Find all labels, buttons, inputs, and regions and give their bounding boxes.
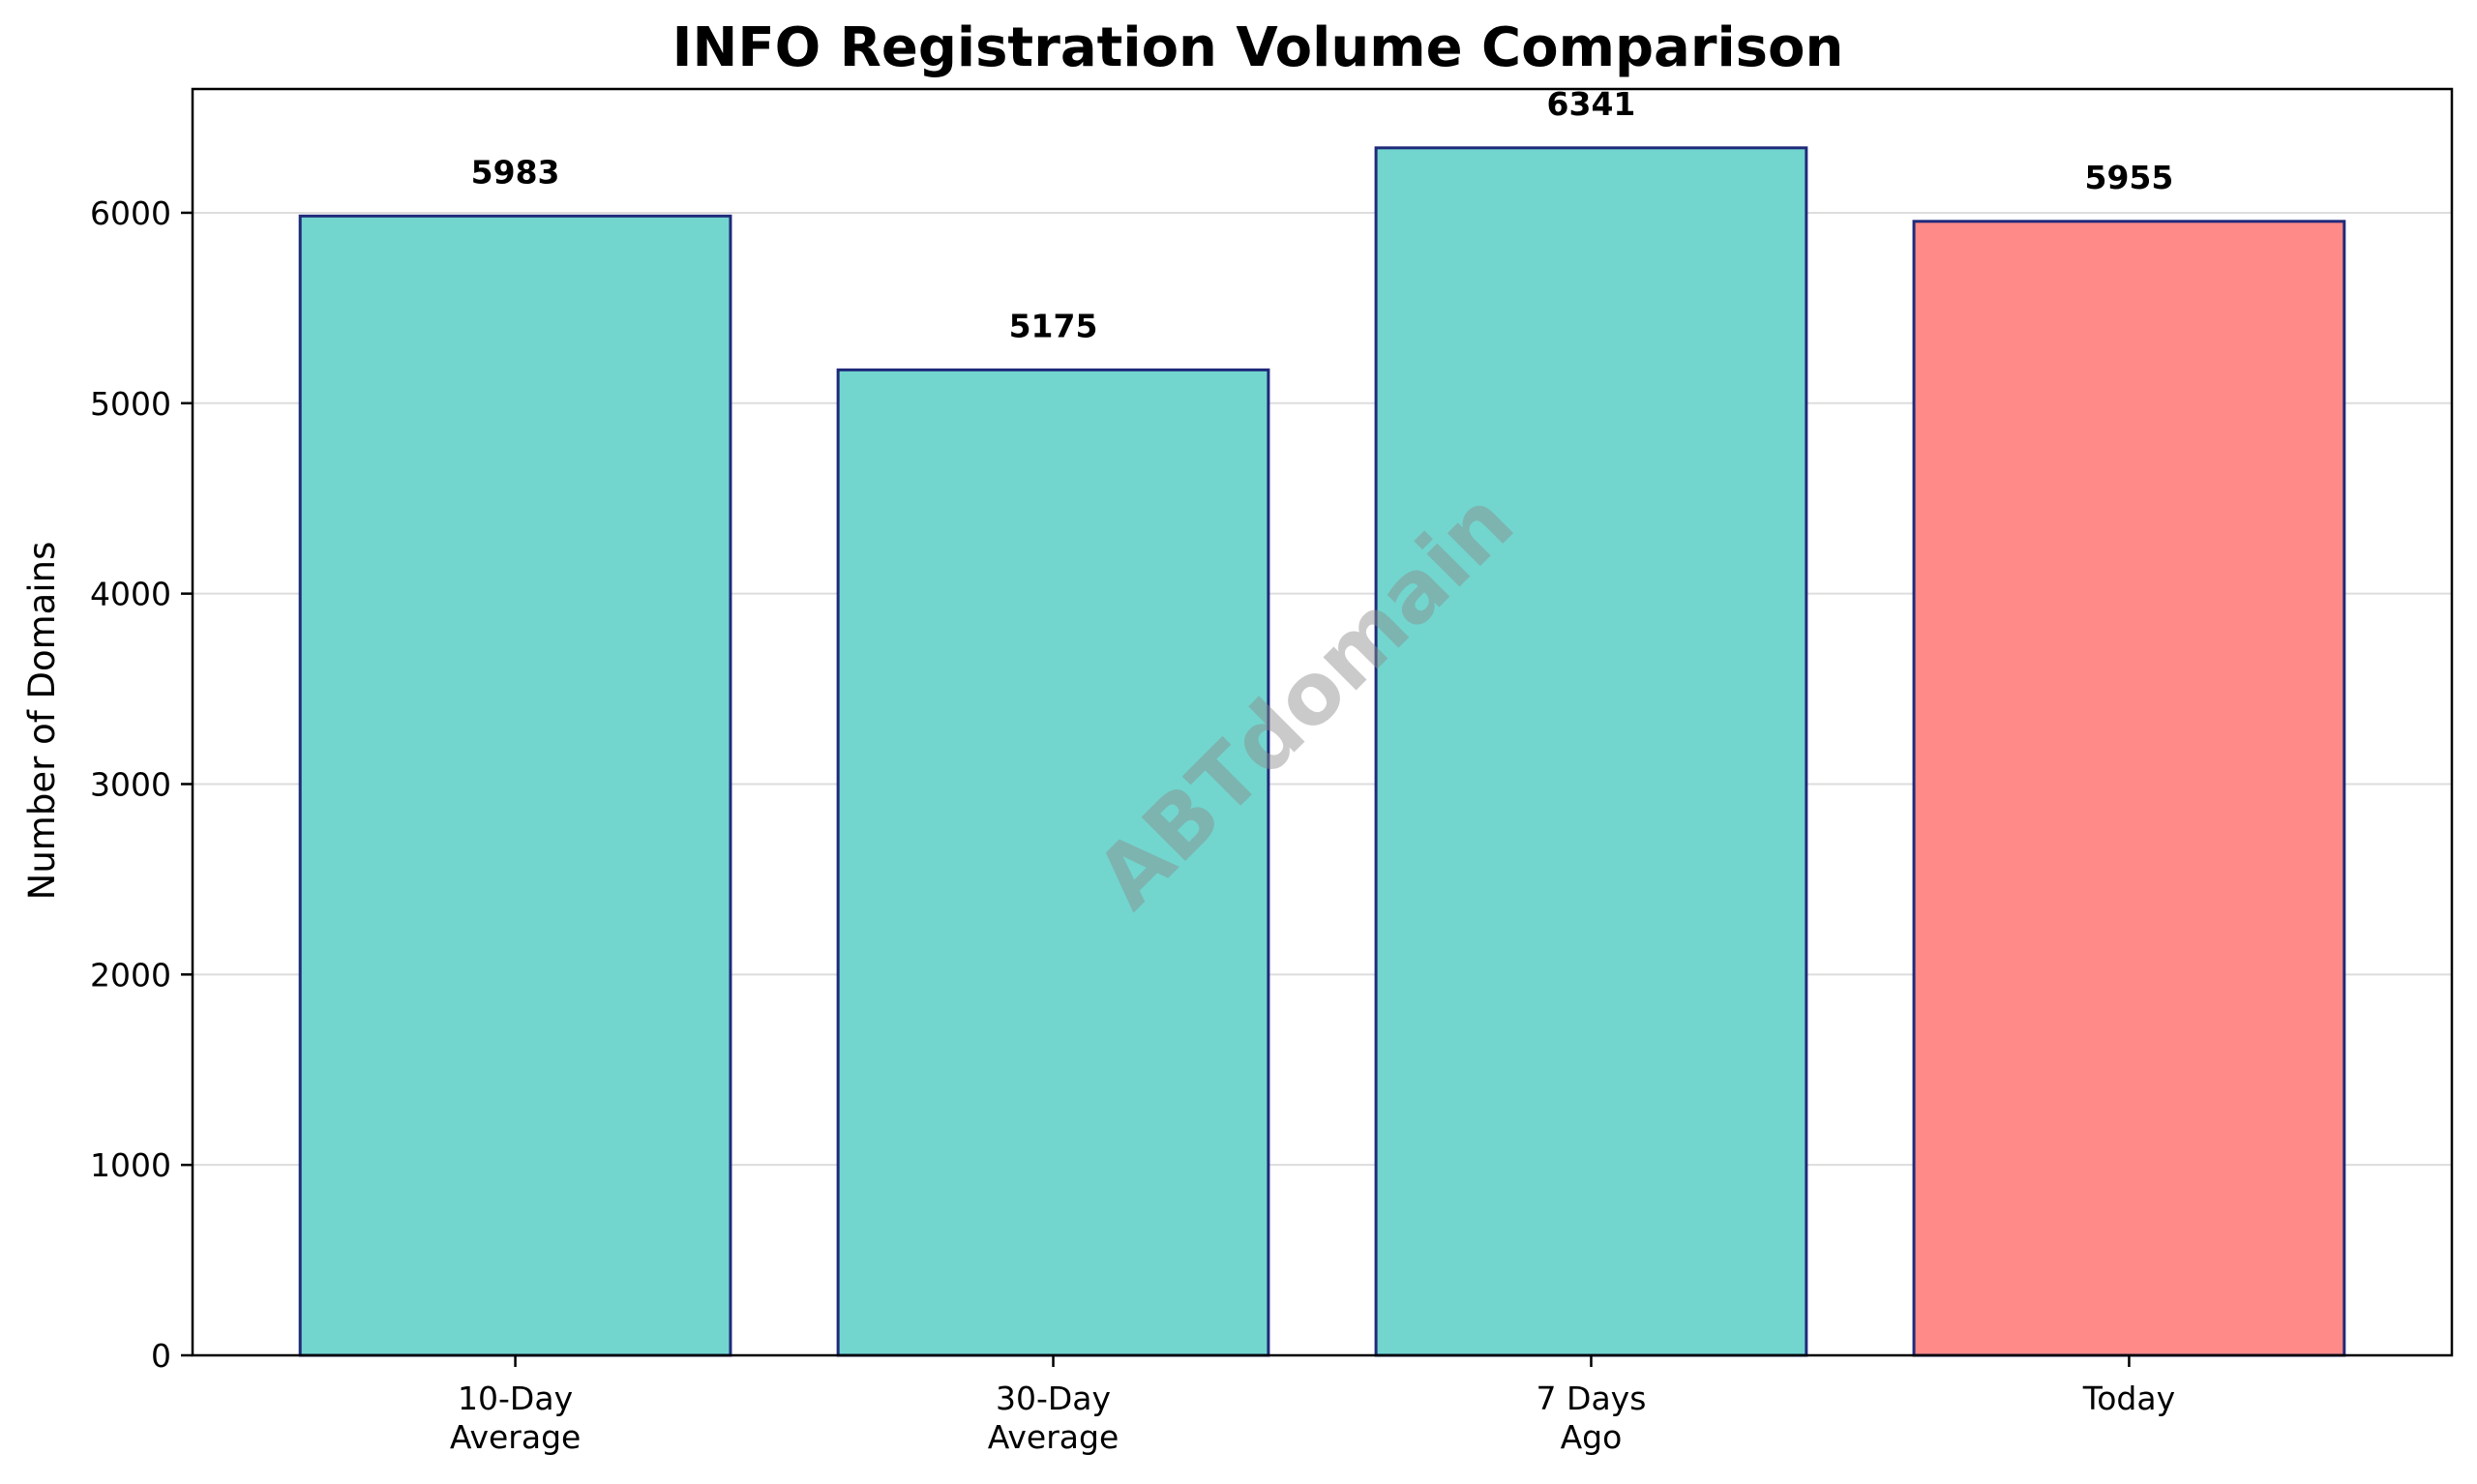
y-tick-label: 5000 (90, 385, 171, 423)
x-tick-label-line: Average (450, 1418, 582, 1456)
y-tick-label: 2000 (90, 956, 171, 994)
x-tick-label: 10-Day Average (450, 1380, 582, 1456)
bar-value-label: 5175 (1009, 307, 1098, 344)
bars (298, 146, 2346, 1357)
y-tick-label: 6000 (90, 194, 171, 232)
x-tick-label-line: 30-Day (996, 1380, 1111, 1417)
x-tick-label-line: 7 Days (1537, 1380, 1647, 1417)
bar-value-label: 5983 (471, 153, 560, 191)
y-tick-label: 4000 (90, 576, 171, 613)
bar (298, 214, 732, 1357)
bar-value-label: 6341 (1547, 85, 1636, 123)
plot-frame (191, 87, 2454, 1357)
x-tick-label: 7 Days Ago (1537, 1380, 1647, 1456)
x-tick-label-line: Average (988, 1418, 1119, 1456)
y-tick-label: 1000 (90, 1146, 171, 1184)
bar (1374, 146, 1808, 1357)
y-tick-label: 3000 (90, 765, 171, 803)
bar (836, 368, 1270, 1357)
x-tick-label-line: Today (2082, 1380, 2175, 1417)
x-tick-label-line: 10-Day (458, 1380, 573, 1417)
bar-value-label: 5955 (2084, 159, 2173, 196)
x-tick-label-line: Ago (1561, 1418, 1623, 1456)
bar (1912, 220, 2346, 1357)
chart-title: INFO Registration Volume Comparison (672, 16, 1844, 79)
data-labels: 5983 5175 6341 5955 (471, 85, 2174, 345)
y-tick-label: 0 (151, 1337, 171, 1375)
x-tick-label: 30-Day Average (988, 1380, 1119, 1456)
y-axis-label: Number of Domains (21, 542, 63, 901)
y-axis: 0 1000 2000 3000 4000 5000 6000 (90, 194, 193, 1375)
x-tick-label: Today (2082, 1380, 2175, 1417)
